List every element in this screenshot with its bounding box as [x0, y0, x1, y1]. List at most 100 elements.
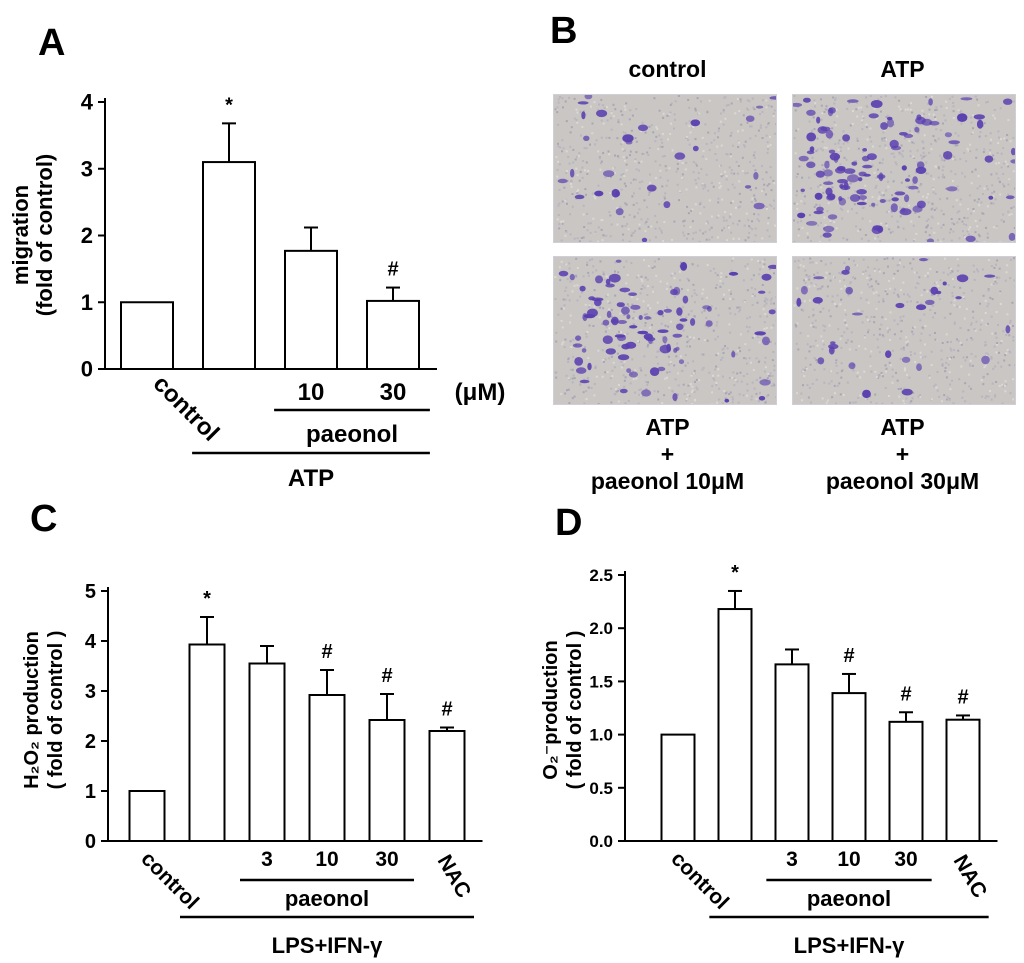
stained-cell	[619, 287, 631, 293]
stained-cell	[690, 318, 696, 326]
stained-cell	[605, 348, 616, 355]
chart-c-annotation-5: #	[441, 699, 452, 721]
stained-cell	[862, 389, 871, 399]
micrograph-control	[553, 94, 777, 243]
stained-cell	[885, 350, 892, 358]
stained-cell	[858, 195, 867, 200]
chart-c-y-tick-label: 2	[85, 731, 96, 753]
stained-cell	[899, 208, 912, 216]
stained-cell	[678, 359, 685, 365]
stained-cell	[793, 102, 803, 107]
stained-cell	[606, 310, 612, 318]
stained-cell	[813, 276, 824, 280]
chart-d-bar-1	[717, 608, 753, 842]
stained-cell	[817, 357, 825, 365]
chart-c-x-label-4: 30	[375, 848, 398, 871]
photo-label-p30-line2: +	[895, 441, 910, 467]
chart-a-group-label-1: ATP	[288, 465, 334, 490]
stained-cell	[976, 119, 984, 129]
stained-cell	[825, 129, 834, 139]
stained-cell	[796, 297, 802, 307]
chart-c-x-label-3: 10	[315, 848, 338, 871]
stained-cell	[833, 154, 839, 163]
stained-cell	[845, 286, 853, 295]
stained-cell	[641, 389, 652, 397]
chart-a-bar-3	[366, 299, 420, 370]
stained-cell	[862, 164, 873, 169]
stained-cell	[619, 388, 628, 394]
stained-cell	[816, 206, 824, 212]
chart-a-x-label-3: 30	[380, 379, 407, 406]
stained-cell	[849, 194, 861, 202]
stained-cell	[637, 124, 649, 132]
stained-cell	[916, 200, 926, 209]
chart-a-y-tick-label: 3	[81, 156, 93, 181]
micrograph-background	[554, 95, 776, 242]
stained-cell	[905, 178, 910, 182]
stained-cell	[984, 155, 994, 163]
stained-cell	[753, 202, 765, 210]
stained-cell	[629, 325, 638, 329]
micrograph-background	[793, 257, 1015, 404]
stained-cell	[728, 271, 739, 276]
chart-d-bar-2	[774, 663, 810, 842]
chart-d-group-label-0: paeonol	[807, 886, 891, 911]
chart-a-annotation-3: #	[387, 259, 398, 281]
chart-c-annotation-1: *	[203, 588, 211, 610]
stained-cell	[702, 305, 711, 310]
stained-cell	[809, 146, 815, 152]
stained-cell	[679, 318, 688, 322]
chart-c-x-label-5: NAC	[433, 851, 476, 902]
stained-cell	[762, 336, 770, 346]
stained-cell	[880, 122, 888, 130]
chart-d-annotation-1: *	[731, 562, 739, 584]
stained-cell	[823, 181, 834, 185]
chart-a-bar-1	[202, 161, 256, 370]
stained-cell	[588, 296, 596, 301]
stained-cell	[930, 286, 939, 295]
stained-cell	[824, 160, 830, 169]
chart-c-bar-5	[428, 730, 466, 842]
panel-d-letter-wrap: D	[555, 502, 582, 545]
stained-cell	[957, 113, 968, 122]
stained-cell	[759, 379, 771, 386]
stained-cell	[887, 118, 894, 128]
photo-label-atp: ATP	[880, 56, 925, 82]
stained-cell	[981, 355, 990, 365]
chart-d-x-label-2: 3	[786, 848, 798, 871]
stained-cell	[988, 195, 994, 200]
stained-cell	[602, 335, 613, 344]
stained-cell	[637, 330, 649, 335]
chart-d-bar-4	[888, 720, 924, 842]
photo-label-p10-line1: ATP	[645, 414, 690, 440]
stained-cell	[644, 316, 651, 320]
chart-a-x-label-0: control	[148, 370, 225, 447]
stained-cell	[916, 114, 922, 121]
stained-cell	[676, 307, 683, 316]
chart-c-x-label-0: control	[136, 847, 203, 914]
stained-cell	[657, 310, 664, 316]
photo-label-atp-paeonol-10: ATP + paeonol 10μM	[560, 414, 775, 495]
chart-c-x-label-2: 3	[261, 848, 273, 871]
stained-cell	[617, 320, 627, 324]
chart-c-y-tick-label: 4	[85, 631, 97, 653]
chart-a-unit-label: (μM)	[455, 379, 506, 406]
stained-cell	[615, 208, 624, 216]
stained-cell	[731, 351, 736, 358]
stained-cell	[753, 172, 759, 180]
stained-cell	[638, 315, 643, 320]
stained-cell	[847, 174, 859, 183]
chart-d-y-label-line1: O₂⁻production	[540, 640, 562, 779]
chart-a-annotation-1: *	[225, 94, 233, 116]
stained-cell	[574, 194, 585, 200]
stained-cell	[769, 96, 776, 100]
stained-cell	[605, 278, 611, 285]
stained-cell	[1010, 159, 1015, 164]
stained-cell	[828, 149, 836, 154]
stained-cell	[614, 334, 626, 338]
stained-cell	[705, 320, 713, 327]
stained-cell	[927, 238, 934, 242]
micrograph-atp-paeonol-30	[792, 256, 1016, 405]
stained-cell	[608, 273, 621, 283]
chart-d-annotation-5: #	[957, 686, 968, 708]
